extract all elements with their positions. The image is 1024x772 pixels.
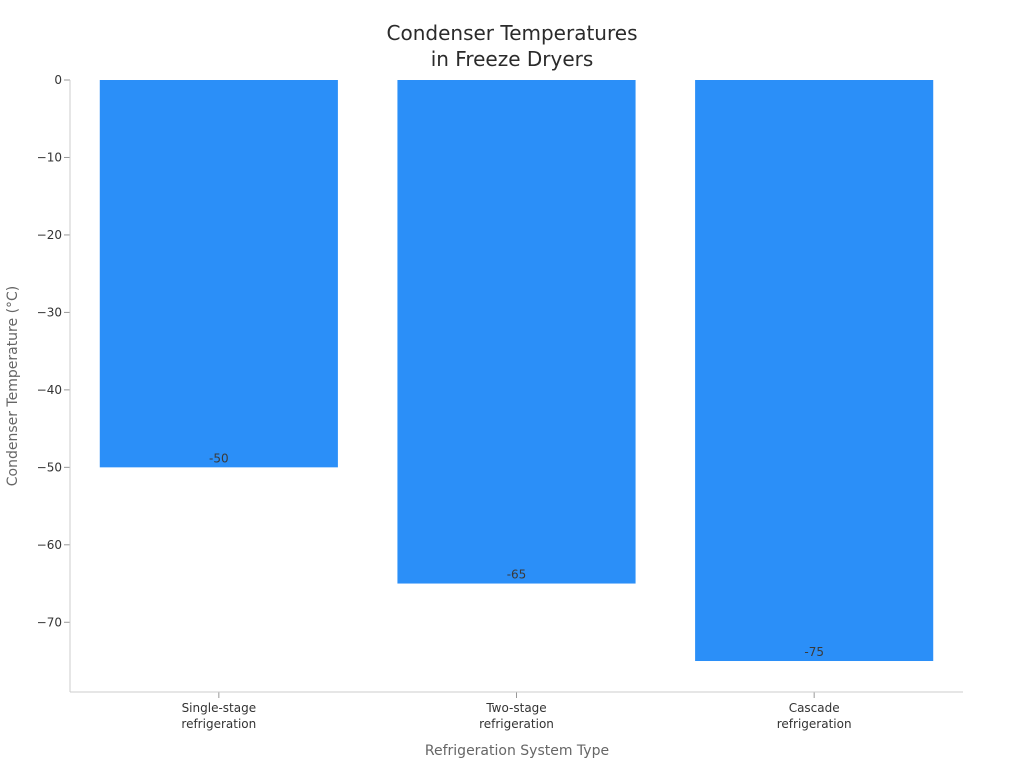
bar-value-label: -50: [209, 451, 229, 465]
bar: [695, 80, 934, 662]
x-tick-label: Single-stage: [182, 701, 257, 715]
x-axis-label: Refrigeration System Type: [425, 743, 609, 759]
x-tick-label: Two-stage: [485, 701, 546, 715]
chart-title-line-2: in Freeze Dryers: [431, 47, 594, 71]
x-tick-label: refrigeration: [777, 717, 852, 731]
y-tick-label: −70: [37, 615, 62, 629]
y-tick-label: −30: [37, 305, 62, 319]
y-tick-label: 0: [54, 73, 62, 87]
bar-value-label: -75: [804, 645, 824, 659]
y-tick-label: −50: [37, 460, 62, 474]
y-tick-label: −40: [37, 383, 62, 397]
x-tick-label: Cascade: [789, 701, 840, 715]
bar-value-label: -65: [507, 568, 527, 582]
y-tick-label: −20: [37, 228, 62, 242]
bar: [397, 80, 636, 584]
x-tick-label: refrigeration: [479, 717, 554, 731]
bar: [99, 80, 338, 468]
y-tick-label: −60: [37, 538, 62, 552]
y-axis-label: Condenser Temperature (°C): [5, 286, 21, 487]
plot-area: 0 −10 −20 −30 −40 −50 −60 −70 -50 Single-stage ref…: [37, 73, 934, 731]
y-tick-label: −10: [37, 150, 62, 164]
chart-title-line-1: Condenser Temperatures: [387, 21, 638, 45]
x-tick-label: refrigeration: [181, 717, 256, 731]
